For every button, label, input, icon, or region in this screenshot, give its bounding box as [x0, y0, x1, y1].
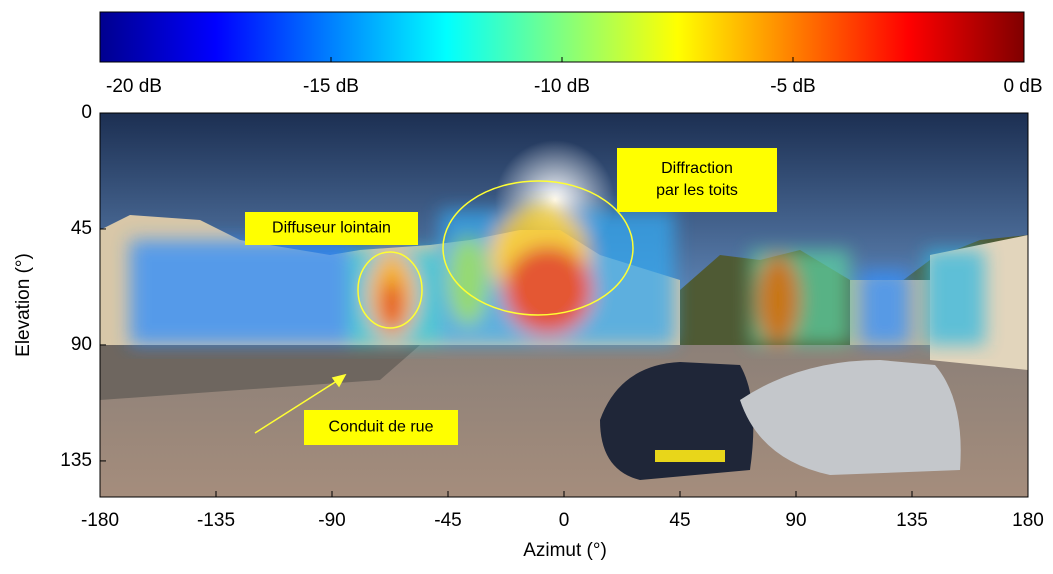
annotation-line: par les toits — [656, 182, 738, 199]
x-tick-label: -90 — [318, 510, 345, 531]
x-axis-label: Azimut (°) — [523, 540, 607, 561]
colorbar-tick-label: -10 dB — [534, 76, 590, 97]
colorbar-tick-label: -15 dB — [303, 76, 359, 97]
y-tick-label: 135 — [60, 450, 92, 471]
x-tick-label: 180 — [1012, 510, 1044, 531]
heat-overlay — [130, 205, 985, 345]
colorbar — [99, 11, 1025, 63]
y-tick-label: 90 — [71, 334, 92, 355]
panorama — [100, 113, 1028, 497]
annotation: Diffuseur lointain — [272, 220, 391, 237]
annotation-line: Diffuseur lointain — [272, 220, 391, 237]
annotation: Diffraction par les toits — [656, 160, 738, 199]
x-tick-label: -135 — [197, 510, 235, 531]
x-tick-label: 0 — [559, 510, 570, 531]
x-tick-label: 135 — [896, 510, 928, 531]
annotation-line: Diffraction — [661, 160, 733, 177]
x-tick-label: -45 — [434, 510, 461, 531]
y-tick-label: 45 — [71, 218, 92, 239]
x-tick-label: -180 — [81, 510, 119, 531]
annotation-line: Conduit de rue — [329, 419, 434, 436]
annotation-box — [617, 148, 777, 212]
annotation-box — [245, 212, 418, 245]
colorbar-tick-label: -5 dB — [770, 76, 815, 97]
colorbar-tick-label: 0 dB — [1003, 76, 1042, 97]
x-tick-label: 90 — [785, 510, 806, 531]
y-axis-label: Elevation (°) — [13, 253, 34, 357]
annotation-shapes — [254, 180, 634, 434]
annotation-box — [304, 410, 458, 445]
x-tick-label: 45 — [669, 510, 690, 531]
y-tick-label: 0 — [81, 102, 92, 123]
annotation: Conduit de rue — [329, 419, 434, 436]
colorbar-tick-label: -20 dB — [106, 76, 162, 97]
